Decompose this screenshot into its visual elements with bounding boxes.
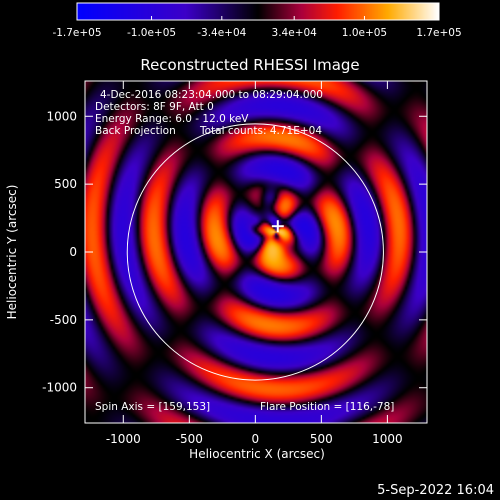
annotation-energy: Energy Range: 6.0 - 12.0 keV bbox=[95, 113, 249, 125]
y-tick-label: -500 bbox=[50, 313, 77, 327]
y-tick-label: 500 bbox=[54, 177, 77, 191]
annotation-flare-position: Flare Position = [116,-78] bbox=[260, 401, 394, 413]
annotation-counts: Total counts: 4.71E+04 bbox=[199, 125, 322, 137]
x-tick-label: 0 bbox=[252, 432, 260, 446]
colorbar-tick-label: 3.4e+04 bbox=[272, 27, 318, 39]
annotation-time: 4-Dec-2016 08:23:04.000 to 08:29:04.000 bbox=[100, 89, 323, 101]
x-tick-label: 500 bbox=[310, 432, 333, 446]
colorbar-tick-label: -1.7e+05 bbox=[52, 27, 101, 39]
heatmap-plot: -1000 -500 0 500 1000 -1000 -500 0 500 1000 bbox=[42, 80, 428, 446]
flare-marker bbox=[271, 220, 284, 233]
x-axis-label: Heliocentric X (arcsec) bbox=[189, 447, 325, 461]
colorbar-tick-label: 1.7e+05 bbox=[416, 27, 461, 39]
footer-date: 5-Sep-2022 16:04 bbox=[377, 483, 494, 498]
annotation-method: Back Projection bbox=[95, 125, 176, 137]
x-tick-label: 1000 bbox=[372, 432, 403, 446]
colorbar-tick-label: -3.4e+04 bbox=[197, 27, 246, 39]
x-tick-label: -500 bbox=[176, 432, 203, 446]
y-axis-label: Heliocentric Y (arcsec) bbox=[5, 185, 19, 320]
annotation-detectors: Detectors: 8F 9F, Att 0 bbox=[95, 101, 214, 113]
annotation-spin-axis: Spin Axis = [159,153] bbox=[95, 401, 210, 413]
y-tick-label: 0 bbox=[69, 245, 77, 259]
colorbar-tick-label: 1.0e+05 bbox=[342, 27, 387, 39]
x-tick-label: -1000 bbox=[106, 432, 141, 446]
y-tick-label: -1000 bbox=[42, 381, 77, 395]
colorbar-tick-label: -1.0e+05 bbox=[127, 27, 176, 39]
solar-limb-circle bbox=[126, 123, 384, 381]
y-tick-label: 1000 bbox=[46, 109, 77, 123]
chart-title: Reconstructed RHESSI Image bbox=[140, 56, 359, 74]
colorbar: -1.7e+05 -1.0e+05 -3.4e+04 3.4e+04 1.0e+05 1.… bbox=[52, 2, 462, 39]
